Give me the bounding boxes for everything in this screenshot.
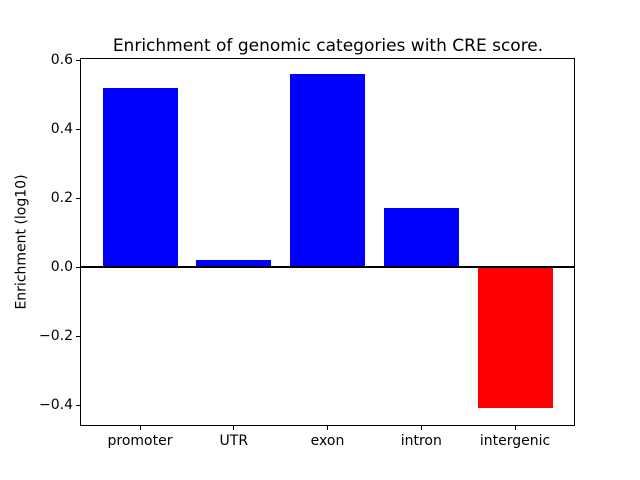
x-tick-label-UTR: UTR (219, 433, 249, 449)
y-tick-mark (76, 404, 80, 406)
y-tick-label: 0.4 (50, 121, 73, 137)
zero-line (80, 266, 575, 268)
x-tick-mark (420, 426, 422, 430)
y-tick-mark (76, 197, 80, 199)
x-tick-label-intron: intron (400, 433, 442, 449)
bar-intron (383, 208, 459, 267)
y-tick-mark (76, 335, 80, 337)
x-tick-mark (514, 426, 516, 430)
x-tick-mark (233, 426, 235, 430)
y-tick-label: −0.2 (39, 328, 73, 344)
y-tick-label: 0.0 (50, 259, 73, 275)
x-tick-mark (139, 426, 141, 430)
bar-exon (290, 73, 365, 267)
y-tick-mark (76, 59, 80, 61)
y-tick-label: −0.4 (39, 397, 73, 413)
bar-UTR (196, 260, 272, 267)
y-axis-label-wrap: Enrichment (log10) (13, 58, 31, 426)
x-tick-mark (327, 426, 328, 430)
x-tick-label-exon: exon (310, 433, 345, 449)
x-tick-label-intergenic: intergenic (479, 433, 551, 449)
y-tick-mark (76, 128, 80, 130)
x-tick-label-promoter: promoter (107, 433, 173, 449)
y-tick-mark (76, 266, 80, 268)
y-tick-label: 0.2 (50, 190, 73, 206)
bar-intergenic (477, 267, 553, 409)
y-tick-label: 0.6 (50, 52, 73, 69)
chart-title: Enrichment of genomic categories with CR… (112, 36, 544, 56)
bar-promoter (102, 87, 178, 267)
